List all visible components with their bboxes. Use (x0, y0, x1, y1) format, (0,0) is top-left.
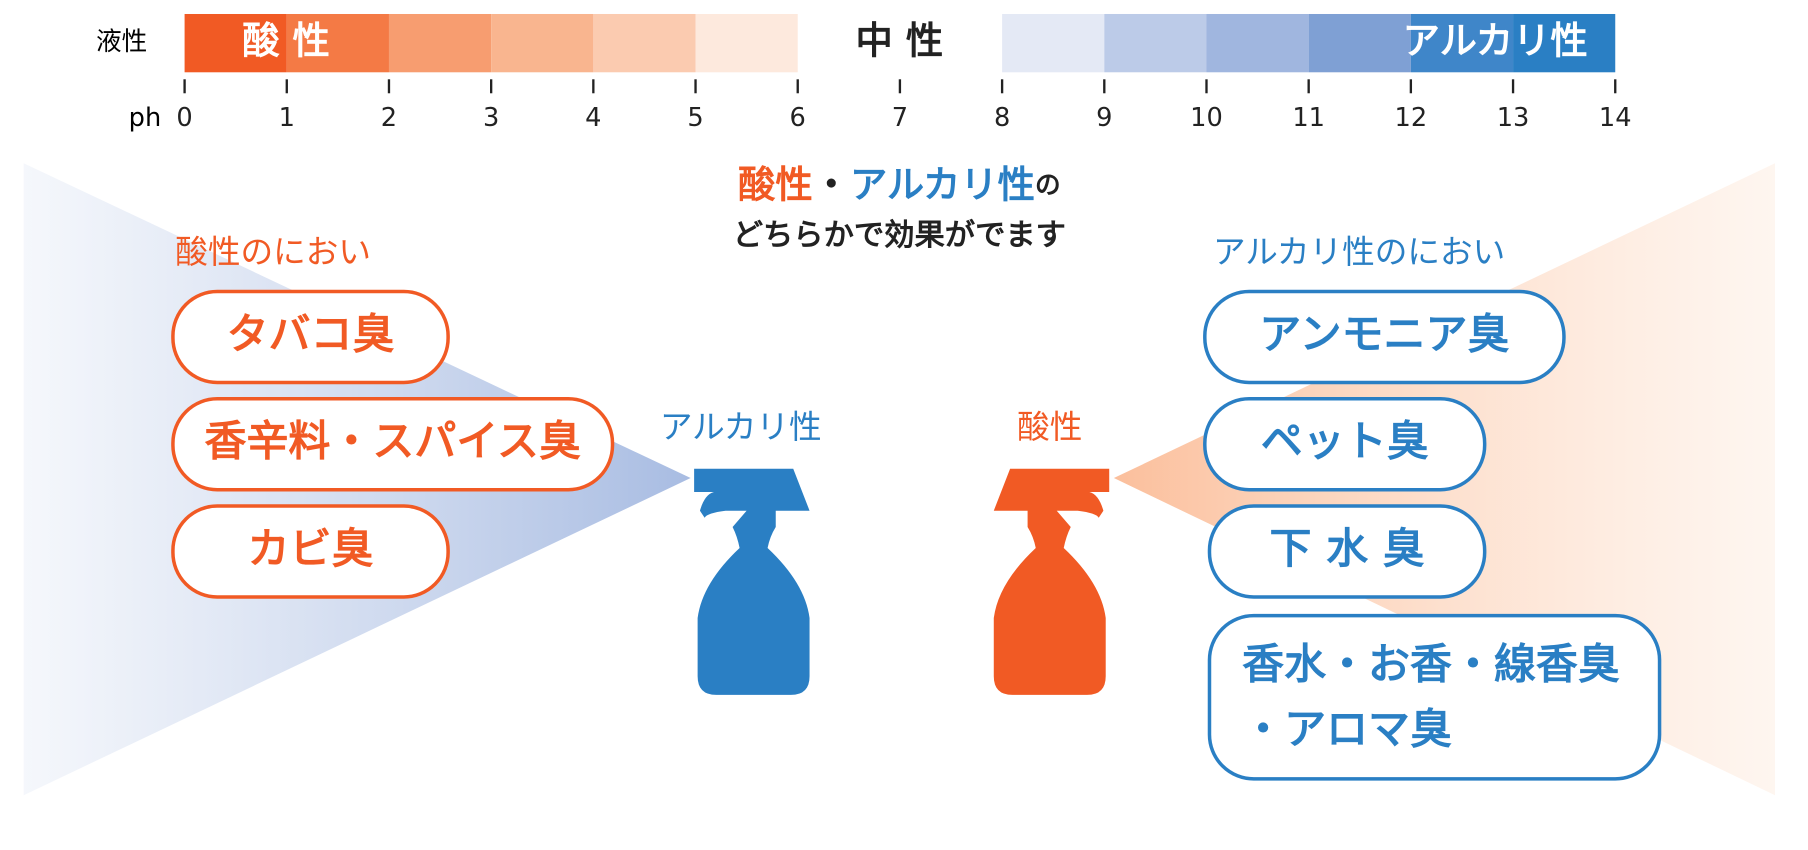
tick-label: 3 (483, 103, 499, 133)
ph-segment (593, 13, 696, 73)
ph-bar (184, 13, 1616, 73)
ph-segment (1410, 13, 1514, 73)
odor-pill (171, 504, 450, 599)
center-line1: 酸性・アルカリ性の (738, 162, 1061, 206)
tick-label: 14 (1599, 103, 1632, 133)
ph-segment (695, 13, 798, 73)
ph-segment (1002, 13, 1105, 73)
alkali-label: アルカリ性 (1403, 19, 1588, 63)
ph-segment (286, 13, 389, 73)
tick-label: 5 (687, 103, 703, 133)
center-dot: ・ (813, 162, 850, 206)
odor-pill (171, 289, 450, 385)
bottle-label-alkali: アルカリ性 (660, 408, 822, 446)
tick-label: 1 (279, 103, 295, 133)
center-alkali: アルカリ性 (850, 162, 1035, 206)
ph-segment (1513, 13, 1616, 73)
center-particle: の (1035, 171, 1061, 201)
ph-ticks: 0 1 2 3 4 5 6 7 8 9 10 11 12 13 14 (176, 79, 1632, 133)
odor-label: アンモニア臭 (1259, 309, 1509, 358)
ph-segment (1308, 13, 1411, 73)
tick-label: 11 (1292, 103, 1325, 133)
odor-label: 香水・お香・線香臭 (1242, 639, 1620, 688)
tick-label: 10 (1190, 103, 1223, 133)
tick-label: 2 (381, 103, 397, 133)
tick-label: 4 (585, 103, 601, 133)
neutral-label: 中 性 (856, 19, 944, 63)
tick-label: 9 (1096, 103, 1112, 133)
odor-pill (1203, 289, 1566, 385)
liquid-label: 液性 (96, 27, 147, 57)
odor-label: カビ臭 (248, 524, 374, 573)
acid-label: 酸 性 (242, 19, 330, 63)
ph-segment (491, 13, 594, 73)
bottle-label-acid: 酸性 (1017, 408, 1082, 446)
right-heading: アルカリ性のにおい (1213, 233, 1505, 271)
odor-pill (1207, 504, 1487, 599)
ph-segment (1206, 13, 1309, 73)
tick-label: 13 (1497, 103, 1530, 133)
odor-pill (1203, 397, 1487, 492)
tick-label: 7 (892, 103, 908, 133)
center-line2: どちらかで効果がでます (733, 217, 1066, 253)
odor-pill (171, 397, 615, 492)
tick-label: 8 (994, 103, 1010, 133)
left-heading: 酸性のにおい (175, 233, 371, 271)
ph-segment (388, 13, 492, 73)
tick-label: 6 (790, 103, 806, 133)
odor-label: ペット臭 (1261, 417, 1429, 466)
odor-label: 香辛料・スパイス臭 (204, 417, 580, 466)
ph-segment (184, 13, 287, 73)
tick-label: 12 (1395, 103, 1428, 133)
tick-label: 0 (176, 103, 192, 133)
odor-label: ・アロマ臭 (1242, 705, 1452, 754)
odor-pill (1207, 613, 1662, 781)
odor-label: 下 水 臭 (1270, 524, 1425, 573)
center-acid: 酸性 (738, 162, 813, 206)
bottle-blue (694, 468, 810, 695)
ph-segment (1104, 13, 1207, 73)
odor-label: タバコ臭 (227, 309, 395, 358)
ph-label: ph (129, 103, 162, 133)
bottle-orange (993, 468, 1110, 695)
